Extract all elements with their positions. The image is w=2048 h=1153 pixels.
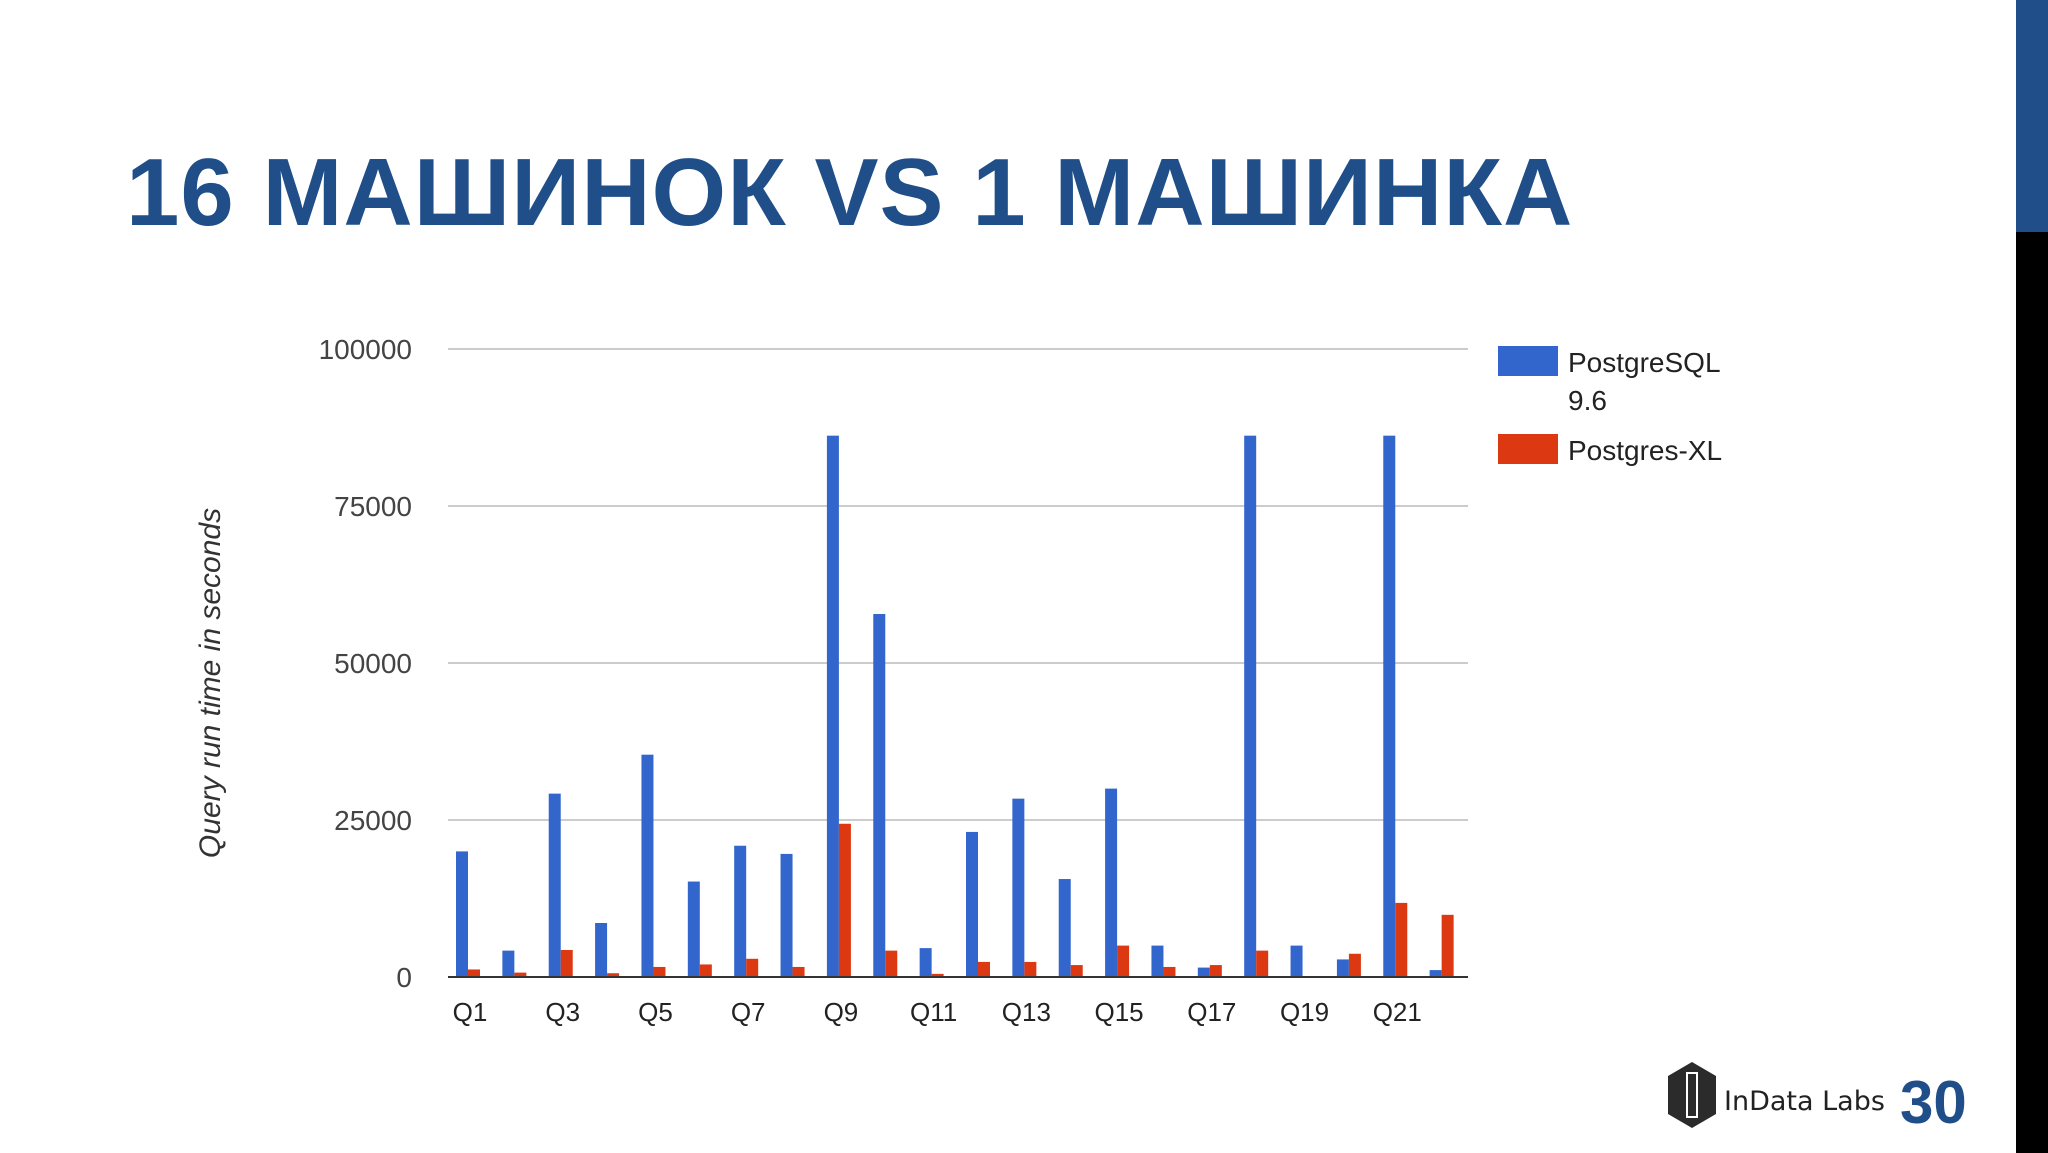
y-tick-label: 100000 [319, 334, 412, 365]
y-tick-label: 75000 [334, 491, 412, 522]
bar-q5-series-2 [653, 966, 666, 977]
bar-q15-series-2 [1117, 945, 1130, 977]
bar-q8-series-1 [780, 853, 793, 977]
y-axis-tick-labels: 0 25000 50000 75000 100000 [319, 334, 412, 993]
slide-title: 16 МАШИНОК VS 1 МАШИНКА [126, 139, 1574, 246]
x-tick-label: Q17 [1187, 997, 1236, 1027]
chart-gridlines [448, 348, 1468, 821]
bar-q20-series-2 [1348, 953, 1361, 977]
bar-q16-series-1 [1151, 945, 1164, 977]
bar-q3-series-1 [548, 793, 561, 977]
bar-q15-series-1 [1105, 788, 1118, 977]
side-accent-bar-top [2016, 0, 2048, 232]
legend-swatch [1498, 346, 1558, 376]
bar-q11-series-1 [919, 948, 932, 977]
legend-label: 9.6 [1568, 385, 1607, 416]
x-tick-label: Q9 [824, 997, 859, 1027]
bar-q2-series-2 [514, 972, 527, 977]
bar-q5-series-1 [641, 754, 654, 977]
bar-q19-series-1 [1290, 945, 1303, 977]
bar-q22-series-1 [1429, 970, 1442, 977]
x-tick-label: Q21 [1373, 997, 1422, 1027]
bar-q12-series-2 [978, 961, 990, 977]
bar-q22-series-2 [1441, 914, 1454, 977]
bar-q1-series-2 [468, 969, 480, 977]
bar-q7-series-1 [734, 845, 747, 977]
bar-q7-series-2 [746, 958, 759, 977]
bar-q12-series-1 [966, 831, 978, 977]
bar-q18-series-2 [1256, 950, 1269, 977]
bar-q6-series-1 [687, 881, 700, 977]
bar-q2-series-1 [502, 950, 515, 977]
bar-q9-series-1 [826, 435, 839, 977]
brand-name: InData Labs [1724, 1086, 1885, 1117]
bar-q10-series-1 [873, 614, 886, 977]
bar-q4-series-1 [595, 922, 608, 977]
indata-labs-logo-icon [1668, 1062, 1716, 1128]
bar-q8-series-2 [792, 966, 805, 977]
bar-q6-series-2 [699, 964, 712, 977]
bar-q1-series-1 [456, 851, 468, 977]
bar-q4-series-2 [607, 973, 620, 977]
bar-q20-series-1 [1336, 959, 1349, 977]
bar-q11-series-2 [931, 973, 944, 977]
legend-label: Postgres-XL [1568, 435, 1722, 466]
bar-q17-series-2 [1209, 965, 1222, 977]
bar-q17-series-1 [1197, 967, 1210, 977]
x-tick-label: Q7 [731, 997, 766, 1027]
side-accent-bar-bottom [2016, 232, 2048, 1153]
x-tick-label: Q5 [638, 997, 673, 1027]
y-tick-label: 25000 [334, 805, 412, 836]
bar-q3-series-2 [560, 949, 573, 977]
x-tick-label: Q13 [1002, 997, 1051, 1027]
bar-q14-series-1 [1058, 879, 1071, 977]
x-tick-label: Q11 [910, 997, 957, 1027]
bar-q18-series-1 [1244, 435, 1257, 977]
bar-q21-series-1 [1383, 435, 1396, 977]
legend-label: PostgreSQL [1568, 347, 1721, 378]
y-axis-title: Query run time in seconds [194, 508, 227, 858]
x-axis-tick-labels: Q1 Q3 Q5 Q7 Q9 Q11 Q13 Q15 Q17 Q19 Q21 [453, 997, 1422, 1027]
x-tick-label: Q3 [545, 997, 580, 1027]
chart-bars [456, 435, 1454, 977]
x-tick-label: Q19 [1280, 997, 1329, 1027]
y-tick-label: 0 [396, 962, 412, 993]
x-tick-label: Q1 [453, 997, 488, 1027]
bar-q10-series-2 [885, 950, 898, 977]
bar-q13-series-1 [1012, 798, 1025, 977]
chart-legend: PostgreSQL 9.6 Postgres-XL [1498, 346, 1722, 466]
y-tick-label: 50000 [334, 648, 412, 679]
bar-q16-series-2 [1163, 966, 1176, 977]
bar-q9-series-2 [838, 823, 851, 977]
bar-q13-series-2 [1024, 961, 1037, 977]
bar-q21-series-2 [1395, 902, 1408, 977]
bar-q14-series-2 [1070, 965, 1083, 977]
x-tick-label: Q15 [1095, 997, 1144, 1027]
legend-swatch [1498, 434, 1558, 464]
page-number: 30 [1900, 1069, 1967, 1136]
